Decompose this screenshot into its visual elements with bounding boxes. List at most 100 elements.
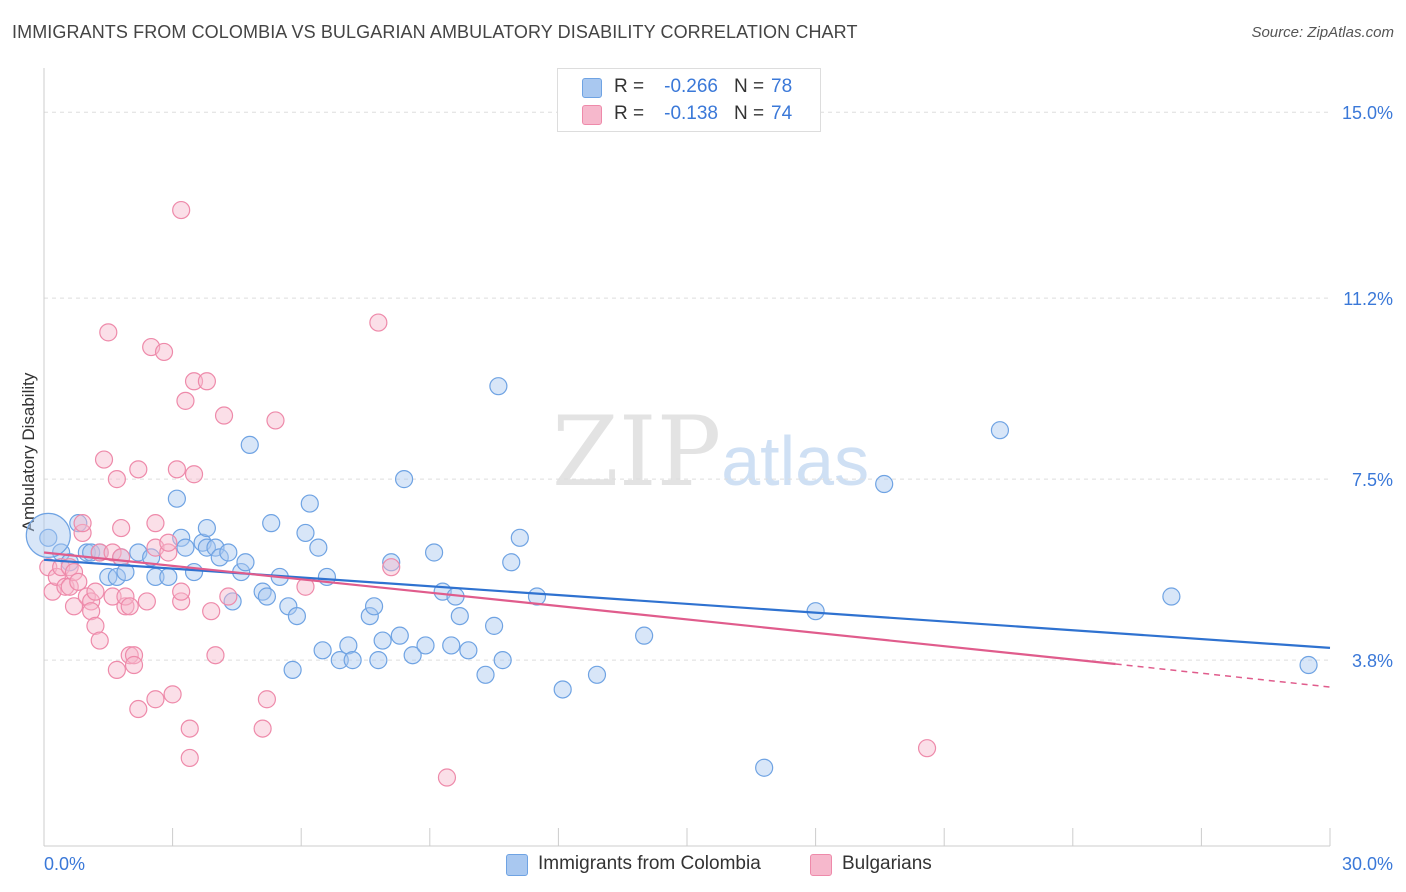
bulgarian-point (180, 719, 199, 738)
bulgarian-point (112, 518, 131, 538)
y-tick-label: 15.0% (1342, 103, 1393, 123)
watermark-zip: ZIP (552, 396, 722, 508)
colombia-point (142, 548, 161, 567)
colombia-point (990, 421, 1010, 440)
colombia-point (236, 553, 255, 572)
colombia-point (159, 567, 178, 587)
colombia-point (485, 616, 504, 635)
colombia-point (755, 758, 774, 777)
bulgarian-point (206, 646, 225, 665)
bulgarian-point (180, 748, 199, 768)
bulgarian-trendline (43, 551, 1116, 666)
bulgarian-point (159, 533, 178, 552)
colombia-point (382, 553, 401, 572)
bulgarian-point (73, 514, 92, 533)
bulgarian-point (116, 597, 135, 616)
bulgarian-point (86, 582, 105, 601)
bulgarian-point (257, 690, 277, 709)
colombia-point (553, 680, 572, 699)
bulgarian-point (146, 690, 165, 709)
colombia-point (39, 528, 58, 547)
source-label: Source: ZipAtlas.com (1251, 24, 1394, 41)
colombia-point (107, 567, 126, 587)
bulgarian-point (90, 543, 109, 562)
bulgarian-point (64, 562, 84, 582)
colombia-point (510, 528, 529, 547)
bulgarian-point (214, 406, 234, 425)
bulgarian-point (94, 450, 114, 469)
colombia-point (167, 489, 186, 508)
stats-row-colombia: R = -0.266 N = 78 (558, 73, 820, 101)
bulgarian-point (253, 719, 272, 738)
colombia-point (635, 626, 654, 645)
colombia-point (1299, 655, 1318, 675)
bulgarian-point (437, 768, 457, 787)
bulgarian-point (112, 548, 131, 567)
colombia-point (339, 636, 358, 655)
colombia-point (25, 512, 71, 558)
bulgarian-point (99, 323, 118, 342)
bulgarian-point (86, 616, 105, 635)
colombia-point (442, 636, 461, 655)
bulgarian-point (60, 577, 79, 596)
n-value: 78 (771, 76, 793, 97)
bulgarian-point (197, 372, 216, 391)
r-label: R = (614, 103, 645, 124)
colombia-point (262, 514, 281, 533)
colombia-point (502, 553, 521, 572)
legend-swatch-colombia (506, 854, 528, 876)
colombia-point (390, 626, 409, 645)
bulgarian-point (103, 587, 122, 606)
colombia-point (184, 562, 204, 582)
bulgarian-point (167, 460, 186, 479)
colombia-point (343, 651, 362, 670)
bulgarian-point (172, 200, 191, 220)
colombia-point (257, 587, 277, 606)
colombia-point (450, 606, 469, 626)
r-value: -0.138 (664, 103, 718, 124)
colombia-point (69, 514, 88, 533)
colombia-point (219, 543, 238, 562)
colombia-point (287, 606, 307, 626)
chart-title: IMMIGRANTS FROM COLOMBIA VS BULGARIAN AM… (12, 22, 858, 42)
colombia-point (403, 646, 422, 665)
legend-label: Immigrants from Colombia (538, 853, 761, 874)
colombia-point (176, 538, 195, 557)
bulgarian-point (159, 543, 178, 562)
bulgarian-point (107, 470, 126, 489)
bulgarian-point (382, 558, 401, 577)
colombia-point (283, 660, 302, 679)
bulgarian-point (124, 655, 144, 675)
colombia-point (360, 606, 379, 626)
colombia-point (1162, 587, 1181, 606)
n-label: N = (734, 103, 765, 124)
bulgarian-point (120, 646, 139, 665)
colombia-point (369, 651, 388, 670)
bulgarian-point (90, 631, 109, 650)
bulgarian-trendline-extension (1115, 663, 1331, 688)
bulgarian-point (137, 592, 156, 611)
stats-swatch-bulgarians (582, 105, 602, 125)
bulgarian-point (917, 739, 937, 758)
colombia-point (296, 523, 315, 543)
colombia-point (875, 474, 894, 494)
r-value: -0.266 (664, 76, 718, 97)
legend-swatch-bulgarians (810, 854, 832, 876)
colombia-point (489, 377, 508, 396)
bulgarian-point (107, 660, 126, 679)
bulgarian-point (69, 572, 88, 591)
bulgarian-point (120, 597, 139, 616)
bulgarian-point (172, 582, 191, 601)
colombia-point (300, 494, 319, 513)
colombia-point (587, 665, 607, 684)
bulgarian-point (82, 592, 101, 611)
colombia-point (313, 641, 332, 660)
n-value: 74 (771, 103, 793, 124)
bulgarian-point (176, 391, 195, 410)
stats-swatch-colombia (582, 78, 602, 98)
bulgarian-point (202, 602, 221, 621)
bulgarian-point (124, 646, 144, 665)
stats-box: R = -0.266 N = 78 R = -0.138 N = 74 (557, 68, 821, 132)
r-label: R = (614, 76, 645, 97)
colombia-point (459, 641, 478, 660)
